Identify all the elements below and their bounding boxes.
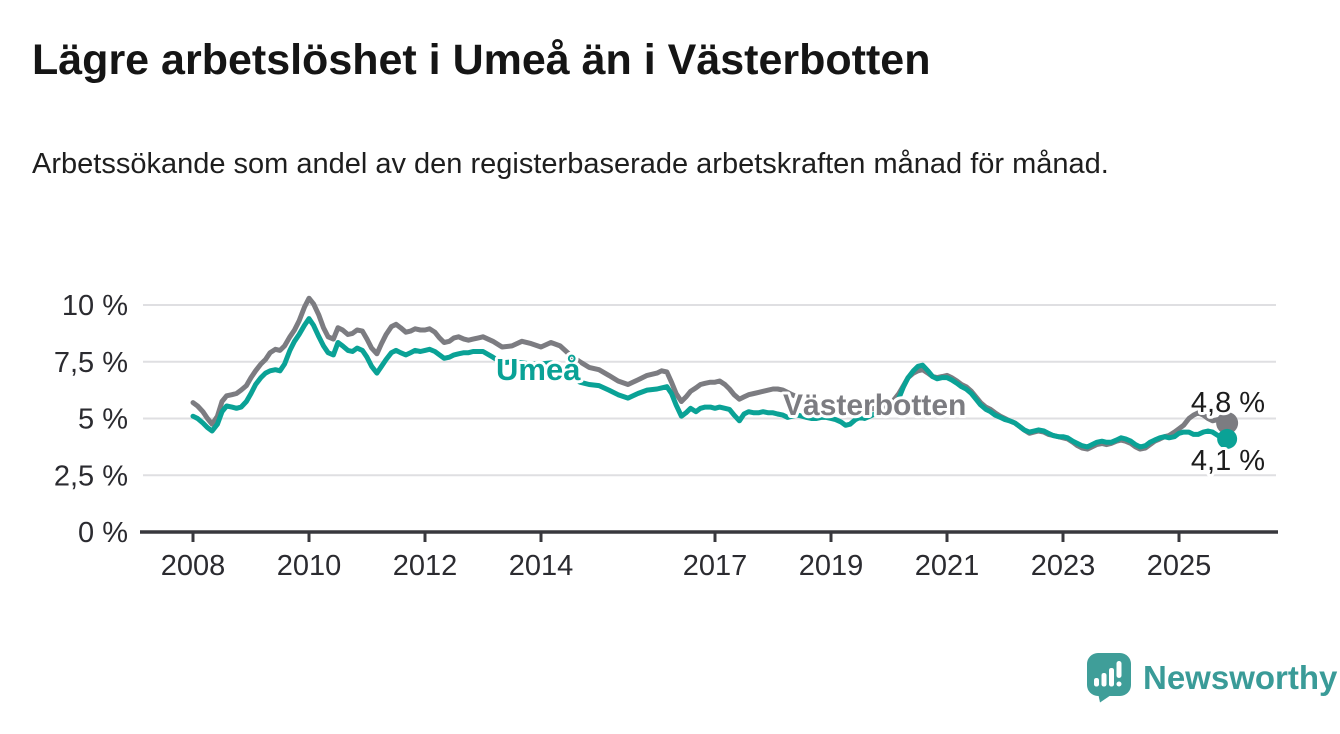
series-line-vasterbotten (190, 295, 1230, 452)
end-value-label-umea: 4,1 % (1191, 445, 1265, 477)
y-tick-label: 2,5 % (54, 460, 128, 492)
x-tick-label: 2008 (161, 550, 226, 582)
speech-bubble-tail (1098, 693, 1114, 703)
x-tick-label: 2017 (683, 550, 748, 582)
page-subtitle: Arbetssökande som andel av den registerb… (32, 148, 1109, 180)
x-tick-label: 2012 (393, 550, 458, 582)
end-value-label-vasterbotten: 4,8 % (1191, 387, 1265, 419)
x-tick-label: 2023 (1031, 550, 1096, 582)
newsworthy-logo-icon (1087, 653, 1131, 703)
y-tick-label: 7,5 % (54, 347, 128, 379)
bar-chart-glyph (1094, 661, 1122, 687)
newsworthy-logo: Newsworthy (1086, 652, 1337, 703)
x-tick-label: 2014 (509, 550, 574, 582)
end-dot-vasterbotten (1216, 412, 1239, 435)
newsworthy-logo-text: Newsworthy (1143, 658, 1338, 696)
x-tick-label: 2010 (277, 550, 342, 582)
series-label-vasterbotten: Västerbotten (783, 389, 966, 422)
x-tick-label: 2021 (915, 550, 980, 582)
x-tick-label: 2025 (1147, 550, 1212, 582)
page-title: Lägre arbetslöshet i Umeå än i Västerbot… (32, 36, 931, 84)
y-tick-label: 0 % (78, 517, 128, 549)
y-tick-label: 5 % (78, 404, 128, 436)
end-dot-umea (1217, 428, 1238, 449)
x-tick-label: 2019 (799, 550, 864, 582)
series-label-umea: Umeå (496, 352, 581, 387)
series-line-umea (190, 316, 1230, 450)
y-tick-label: 10 % (62, 290, 128, 322)
